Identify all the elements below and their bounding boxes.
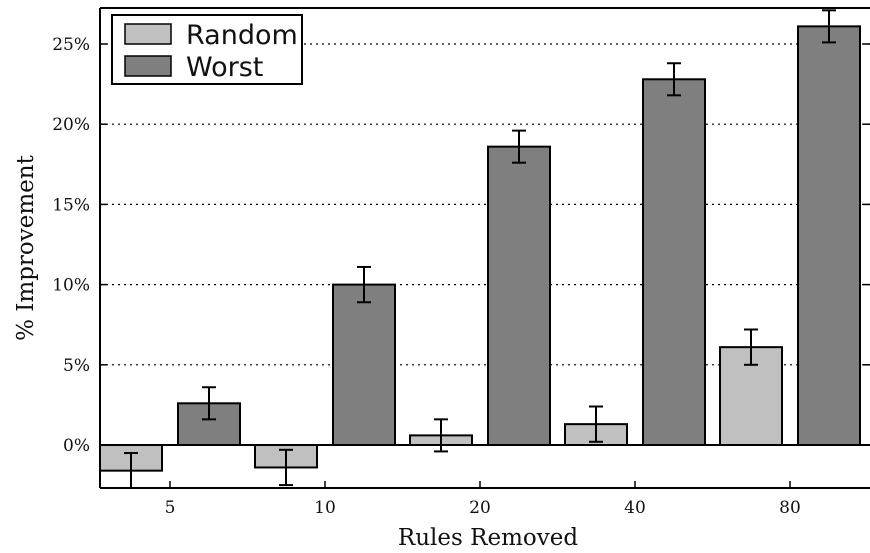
bars: [100, 25, 861, 472]
x-tick-label: 10: [314, 498, 336, 518]
y-tick-label: 5%: [63, 356, 90, 376]
x-axis-title: Rules Removed: [398, 525, 578, 551]
y-tick-label: 0%: [63, 436, 90, 456]
gridlines: [100, 43, 870, 366]
y-tick-label: 10%: [52, 276, 90, 296]
legend: Random Worst: [111, 14, 303, 85]
bar-worst-10: [332, 283, 396, 446]
axes: [99, 7, 870, 489]
bar-worst-80: [797, 25, 861, 447]
bar-worst-40: [642, 78, 706, 447]
ticks: 0% 5% 10% 15% 20% 25% 5 10 20 40 80: [52, 35, 870, 518]
error-bars: [124, 9, 836, 488]
x-tick-label: 20: [469, 498, 491, 518]
legend-label-random: Random: [186, 20, 298, 51]
y-tick-label: 20%: [52, 115, 90, 135]
legend-label-worst: Worst: [186, 52, 263, 83]
legend-swatch-random: [124, 23, 172, 45]
bar-worst-20: [487, 145, 551, 446]
x-tick-label: 80: [779, 498, 801, 518]
legend-swatch-worst: [124, 55, 172, 77]
x-tick-label: 5: [165, 498, 176, 518]
y-tick-label: 15%: [52, 195, 90, 215]
y-tick-label: 25%: [52, 35, 90, 55]
x-tick-label: 40: [624, 498, 646, 518]
y-axis-title: % Improvement: [13, 154, 39, 340]
